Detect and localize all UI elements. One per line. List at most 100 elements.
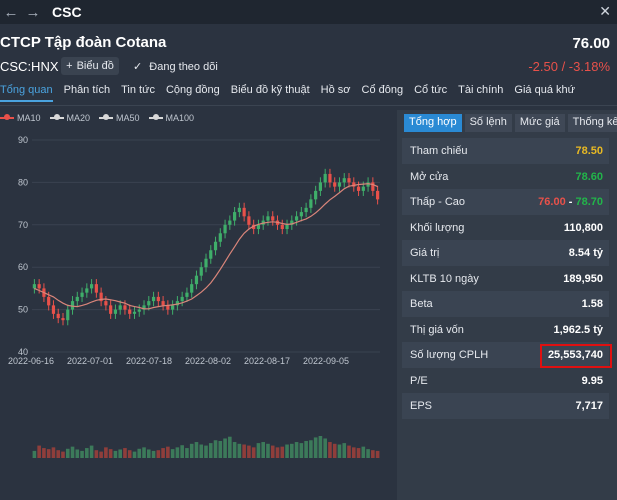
- exchange-code: CSC:HNX: [0, 59, 59, 74]
- candle-body: [299, 212, 303, 217]
- row-pe: P/E 9.95: [402, 368, 609, 394]
- candle-body: [323, 173, 327, 183]
- candle-body: [318, 182, 323, 191]
- beta-label: Beta: [410, 297, 433, 310]
- candle-body: [70, 301, 75, 310]
- tab-statistics[interactable]: Thống kê: [567, 114, 617, 132]
- tab-overview[interactable]: Tổng quan: [0, 84, 53, 102]
- tab-profile[interactable]: Hồ sơ: [320, 84, 351, 96]
- volume-bar: [118, 449, 122, 458]
- forward-arrow-icon[interactable]: →: [25, 3, 41, 21]
- tab-financials[interactable]: Tài chính: [458, 84, 504, 96]
- volume-bar: [290, 443, 294, 458]
- legend-ma50[interactable]: MA50: [99, 113, 140, 123]
- candle-body: [137, 309, 141, 312]
- volume-bar: [275, 447, 280, 458]
- top-bar: ← → CSC ✕: [0, 0, 617, 24]
- avg-volume-label: KLTB 10 ngày: [410, 272, 479, 285]
- market-cap-label: Thị giá vốn: [410, 323, 464, 336]
- candle-body: [342, 178, 346, 183]
- volume-bar: [94, 450, 99, 458]
- tab-community[interactable]: Cộng đồng: [165, 84, 220, 96]
- volume-bar: [175, 447, 180, 458]
- candle-body: [151, 296, 156, 302]
- candle-body: [199, 267, 203, 276]
- volume-bar: [351, 447, 356, 458]
- chart-button[interactable]: + Biểu đồ: [61, 57, 119, 75]
- high-value: 78.70: [575, 195, 603, 208]
- legend-ma10[interactable]: MA10: [0, 113, 41, 123]
- pe-label: P/E: [410, 374, 428, 387]
- candle-body: [194, 275, 199, 285]
- volume-bar: [113, 450, 118, 458]
- candle-body: [132, 311, 137, 314]
- candle-body: [175, 301, 179, 306]
- tab-technical-chart[interactable]: Biểu đồ kỹ thuật: [230, 84, 310, 96]
- candle-body: [89, 284, 94, 289]
- back-arrow-icon[interactable]: ←: [3, 3, 19, 21]
- low-value: 76.00: [538, 195, 566, 208]
- candle-body: [233, 212, 237, 221]
- range-separator: -: [565, 195, 576, 208]
- tab-summary[interactable]: Tổng hợp: [404, 114, 462, 132]
- legend-ma100[interactable]: MA100: [148, 113, 194, 123]
- volume-bar: [337, 444, 342, 458]
- tab-shareholders[interactable]: Cổ đông: [361, 84, 404, 96]
- volume-bar: [161, 448, 165, 458]
- candle-body: [314, 190, 318, 200]
- follow-toggle[interactable]: ✓ Đang theo dõi: [133, 60, 218, 73]
- tab-orders[interactable]: Số lệnh: [464, 114, 512, 132]
- volume-bar: [213, 440, 218, 458]
- volume-bar: [180, 445, 184, 458]
- tab-divider: [0, 105, 617, 106]
- highlight-box: [540, 344, 612, 368]
- volume-bar: [375, 450, 380, 458]
- volume-bar: [309, 440, 313, 458]
- volume-bar: [342, 443, 347, 458]
- candle-body: [94, 284, 98, 293]
- candle-body: [156, 296, 160, 302]
- candle-body: [123, 305, 127, 310]
- candle-body: [161, 301, 165, 306]
- tab-analysis[interactable]: Phân tích: [63, 84, 111, 96]
- ma50-label: MA50: [116, 113, 140, 123]
- volume-bar: [204, 445, 208, 458]
- tab-price-history[interactable]: Giá quá khứ: [514, 84, 575, 96]
- candle-body: [66, 309, 70, 321]
- tab-price-levels[interactable]: Mức giá: [514, 114, 565, 132]
- candle-body: [171, 305, 175, 310]
- volume-bar: [104, 447, 108, 458]
- ma20-label: MA20: [66, 113, 91, 123]
- shares-outstanding-label: Số lượng CPLH: [410, 348, 489, 361]
- ticker-symbol: CSC: [52, 4, 82, 20]
- low-high-value: 76.00 - 78.70: [538, 196, 603, 208]
- close-icon[interactable]: ✕: [599, 3, 611, 19]
- candle-body: [228, 220, 232, 225]
- candle-body: [294, 216, 299, 221]
- volume-bar: [228, 436, 232, 458]
- row-avg-volume: KLTB 10 ngày 189,950: [402, 266, 609, 292]
- volume-bar: [56, 450, 61, 458]
- volume-bar: [65, 448, 70, 458]
- volume-bar: [223, 438, 227, 458]
- candle-body: [347, 178, 351, 183]
- shares-outstanding-value: 25,553,740: [547, 348, 603, 361]
- x-tick-label: 2022-09-05: [303, 356, 349, 366]
- candle-body: [371, 182, 375, 191]
- ma10-line: [34, 183, 378, 310]
- volume-bar: [127, 450, 132, 458]
- candle-body: [280, 224, 284, 230]
- candle-body: [356, 186, 361, 191]
- volume-bar: [242, 444, 246, 458]
- tab-news[interactable]: Tin tức: [121, 84, 155, 96]
- tab-dividends[interactable]: Cổ tức: [414, 84, 448, 96]
- candle-body: [190, 284, 194, 293]
- candle-body: [290, 220, 294, 225]
- volume-bar: [146, 449, 151, 458]
- candle-body: [61, 318, 65, 321]
- legend-ma20[interactable]: MA20: [49, 113, 91, 123]
- candle-body: [185, 292, 189, 297]
- volume-bar: [99, 451, 103, 458]
- follow-label: Đang theo dõi: [149, 61, 218, 73]
